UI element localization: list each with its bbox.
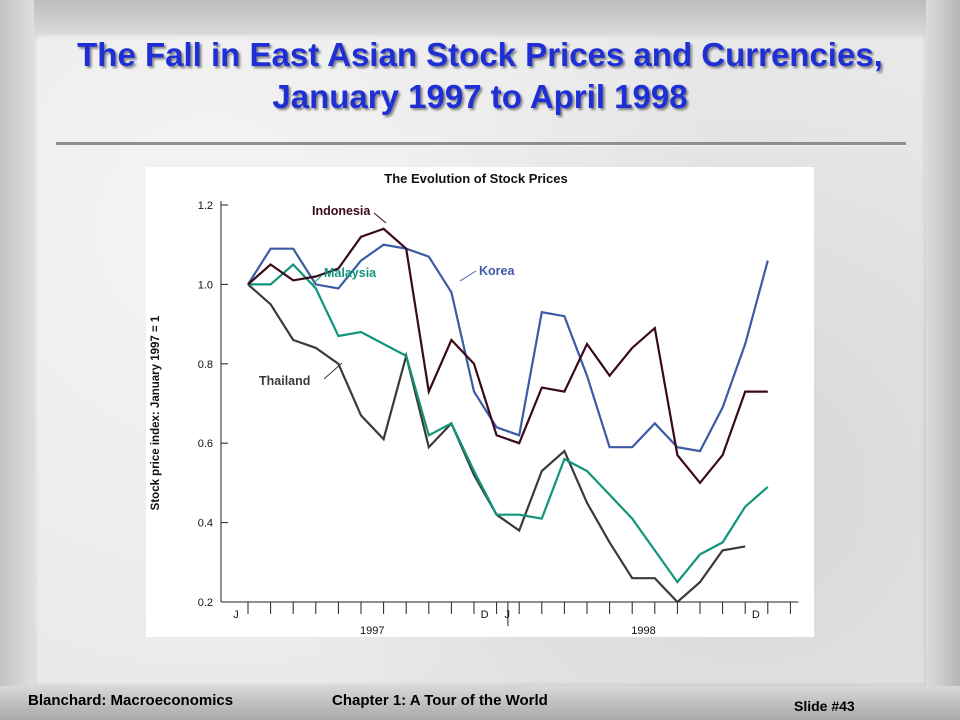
frame-bevel-left <box>0 0 34 720</box>
y-tick-label: 0.4 <box>198 518 213 530</box>
y-tick-label: 0.6 <box>198 438 213 450</box>
y-tick-label: 1.2 <box>198 200 213 212</box>
y-tick-label: 0.2 <box>198 597 213 609</box>
frame-bevel-bottom <box>0 686 960 720</box>
frame-bevel-right <box>926 0 960 720</box>
series-label-korea: Korea <box>479 264 515 278</box>
series-line-korea <box>247 243 769 453</box>
series-leader-malaysia <box>311 274 323 286</box>
footer-chapter: Chapter 1: A Tour of the World <box>332 692 548 709</box>
series-label-indonesia: Indonesia <box>312 204 371 218</box>
y-axis: 0.2 0.4 0.6 0.8 1.0 1.2 <box>198 200 228 609</box>
x-tick-label: D <box>752 609 760 621</box>
slide-title: The Fall in East Asian Stock Prices and … <box>77 36 883 115</box>
series-leader-indonesia <box>373 212 387 224</box>
series-leader-korea <box>459 270 477 282</box>
x-tick-label: J <box>233 609 239 621</box>
y-tick-label: 0.8 <box>198 359 213 371</box>
y-axis-label: Stock price index: January 1997 = 1 <box>150 315 162 510</box>
x-tick-label: J <box>504 609 510 621</box>
x-tick-label: D <box>481 609 489 621</box>
series-labels: Korea Indonesia Malaysia Thailand <box>259 204 515 388</box>
series-label-malaysia: Malaysia <box>324 266 377 280</box>
chart-title: The Evolution of Stock Prices <box>384 171 567 186</box>
series-line-indonesia <box>247 227 768 485</box>
series-leader-thailand <box>323 362 343 380</box>
year-label: 1997 <box>360 625 384 637</box>
series-lines <box>247 227 769 604</box>
year-label: 1998 <box>631 625 655 637</box>
chart-panel: The Evolution of Stock Prices Stock pric… <box>146 167 814 637</box>
series-line-thailand <box>247 283 746 604</box>
frame-bevel-top <box>0 0 960 34</box>
stock-price-chart: The Evolution of Stock Prices Stock pric… <box>150 171 799 637</box>
x-axis: J D J D 1997 1998 <box>221 601 799 637</box>
title-divider <box>56 142 906 145</box>
series-line-malaysia <box>248 262 769 584</box>
footer-book-title: Blanchard: Macroeconomics <box>28 692 234 709</box>
slide-number: Slide #43 <box>794 698 855 714</box>
y-tick-label: 1.0 <box>198 279 213 291</box>
series-label-thailand: Thailand <box>259 374 310 388</box>
